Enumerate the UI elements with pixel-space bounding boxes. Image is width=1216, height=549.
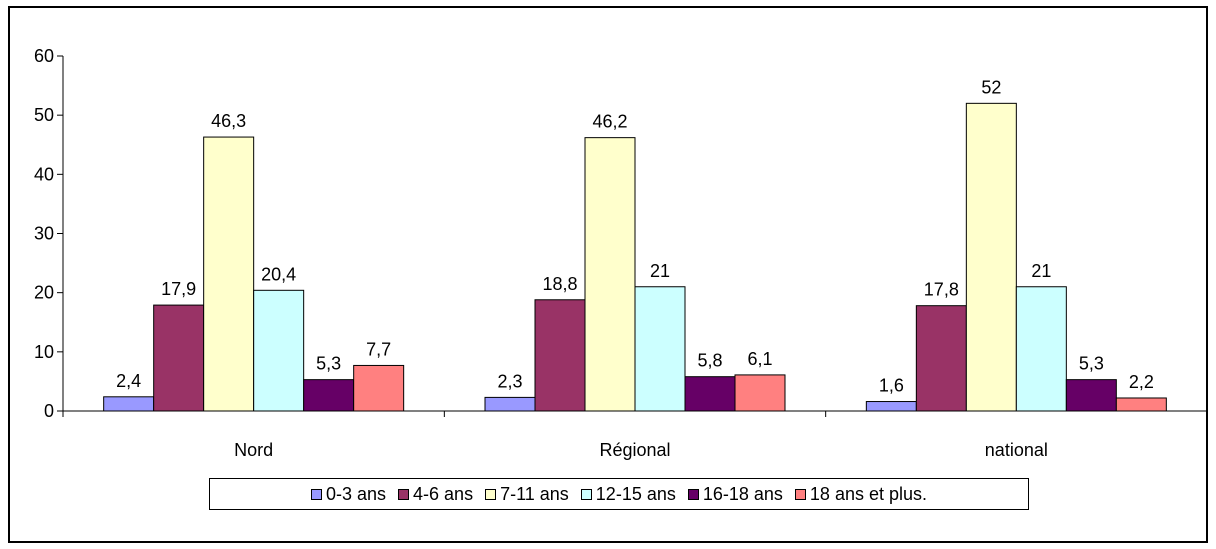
data-label: 5,3	[1079, 354, 1104, 374]
bar	[734, 374, 786, 412]
legend-swatch	[485, 488, 497, 500]
bar	[584, 137, 636, 412]
legend-item: 7-11 ans	[485, 484, 569, 505]
data-label: 2,3	[497, 371, 522, 391]
y-tick-label: 10	[34, 342, 54, 362]
data-label: 7,7	[366, 339, 391, 359]
bar	[865, 401, 917, 412]
bar	[1115, 397, 1167, 412]
bar	[534, 299, 586, 412]
y-tick-label: 0	[44, 401, 54, 421]
y-tick-label: 60	[34, 46, 54, 66]
legend-swatch	[580, 488, 592, 500]
y-tick-label: 50	[34, 105, 54, 125]
legend-item: 12-15 ans	[580, 483, 676, 505]
data-label: 21	[1031, 261, 1051, 281]
x-axis: Nord Régional national	[62, 410, 1208, 460]
legend-swatch	[687, 488, 699, 500]
bars	[103, 102, 1167, 412]
bar	[1015, 286, 1067, 412]
bar	[153, 304, 205, 412]
y-tick-label: 40	[34, 164, 54, 184]
data-label: 5,3	[316, 354, 341, 374]
category-label: national	[985, 440, 1048, 460]
legend-label: 18 ans et plus.	[809, 483, 928, 504]
data-label: 6,1	[747, 349, 772, 369]
data-label: 20,4	[261, 264, 296, 284]
y-tick-label: 20	[34, 283, 54, 303]
bar	[684, 376, 736, 412]
data-label: 17,8	[924, 280, 959, 300]
bar	[103, 396, 155, 412]
bar	[634, 286, 686, 412]
legend-label: 4-6 ans	[413, 483, 474, 504]
bar	[1065, 379, 1117, 412]
bar	[915, 305, 967, 412]
data-labels: 2,4 17,9 46,3 20,4 5,3 7,7 2,3 18,8 46,2 21 5,8 6,1…	[116, 77, 1154, 395]
legend-label: 7-11 ans	[500, 483, 569, 504]
bar	[203, 136, 255, 412]
bar	[484, 396, 536, 412]
data-label: 46,3	[211, 111, 246, 131]
legend-item: 0-3 ans	[310, 483, 387, 505]
data-label: 5,8	[697, 351, 722, 371]
legend-item: 4-6 ans	[398, 484, 473, 505]
legend-item: 18 ans et plus.	[794, 483, 928, 505]
legend-swatch	[794, 488, 806, 500]
category-label: Nord	[234, 440, 273, 460]
legend-label: 16-18 ans	[702, 483, 783, 504]
data-label: 18,8	[542, 274, 577, 294]
data-label: 17,9	[161, 279, 196, 299]
legend-swatch	[398, 488, 410, 500]
legend-item: 16-18 ans	[687, 483, 783, 505]
y-tick-label: 30	[34, 224, 54, 244]
bar	[253, 289, 305, 412]
bar	[353, 364, 405, 412]
data-label: 1,6	[879, 376, 904, 396]
data-label: 46,2	[592, 112, 627, 132]
bar	[965, 102, 1017, 412]
legend-swatch	[310, 488, 322, 500]
legend: 0-3 ans 4-6 ans 7-11 ans 12-15 ans 16-18 ans…	[209, 478, 1029, 510]
data-label: 52	[981, 77, 1001, 97]
bar	[303, 379, 355, 412]
data-label: 2,4	[116, 371, 141, 391]
y-axis: 0 10 20 30 40 50 60	[34, 46, 64, 421]
data-label: 2,2	[1129, 372, 1154, 392]
legend-label: 12-15 ans	[595, 483, 676, 504]
category-label: Régional	[599, 440, 670, 460]
legend-label: 0-3 ans	[325, 483, 387, 504]
data-label: 21	[650, 261, 670, 281]
